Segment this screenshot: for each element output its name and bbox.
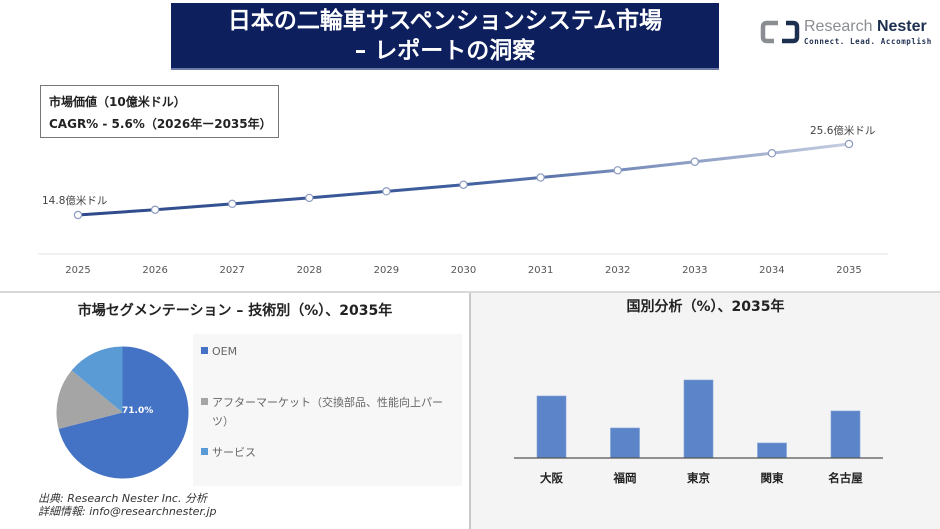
- legend-swatch-icon: [201, 347, 208, 354]
- pie-chart-canvas: [56, 346, 189, 479]
- x-tick-label: 2034: [759, 265, 784, 276]
- data-point: [382, 187, 391, 196]
- page-title-line2: – レポートの洞察: [354, 38, 536, 64]
- source-text: 出典: Research Nester Inc. 分析: [38, 492, 207, 505]
- x-tick-label: 2026: [142, 265, 167, 276]
- bar: [683, 379, 714, 459]
- contact-text: 詳細情報: info@researchnester.jp: [38, 505, 217, 518]
- x-tick-label: 2028: [297, 265, 322, 276]
- bar: [757, 442, 787, 459]
- start-value-annotation: 14.8億米ドル: [42, 194, 107, 207]
- market-value-line-chart: 2025 2026 2027 2028 2029 2030 2031 2032 2033 2034…: [0, 110, 940, 285]
- page-title-line1: 日本の二輪車サスペンションシステム市場: [227, 8, 663, 34]
- legend-swatch-icon: [201, 398, 208, 405]
- research-nester-logo: Research Nester Connect. Lead. Accomplis…: [760, 18, 932, 48]
- bar: [610, 427, 640, 459]
- data-point: [305, 193, 314, 203]
- data-point: [227, 199, 237, 209]
- market-value-label: 市場価値（10億米ドル）: [49, 95, 186, 109]
- vertical-divider: [469, 293, 471, 529]
- bar-category-label: 東京: [687, 471, 710, 485]
- x-tick-label: 2030: [451, 265, 476, 276]
- bar-category-label: 大阪: [540, 471, 563, 485]
- legend-label: サービス: [212, 446, 256, 459]
- country-bar-chart: 大阪 福岡 東京 関東 名古屋: [500, 360, 900, 490]
- x-tick-label: 2029: [374, 265, 399, 276]
- pie-slice: [71, 346, 123, 413]
- bar: [536, 395, 567, 459]
- x-tick-label: 2027: [219, 265, 244, 276]
- x-tick-label: 2035: [836, 265, 861, 276]
- data-point: [536, 173, 545, 182]
- x-tick-label: 2025: [65, 265, 90, 276]
- logo-brand-nester: Nester: [876, 18, 927, 35]
- x-tick-label: 2031: [528, 265, 553, 276]
- source-footer: 出典: Research Nester Inc. 分析 詳細情報: info@r…: [38, 492, 217, 518]
- legend-item-service: サービス: [201, 443, 256, 462]
- legend-label: OEM: [212, 345, 238, 358]
- cagr-label: CAGR% - 5.6%（2026年ー2035年）: [49, 117, 272, 131]
- x-tick-label: 2032: [605, 265, 630, 276]
- title-banner: 日本の二輪車サスペンションシステム市場 – レポートの洞察: [171, 3, 719, 70]
- line-chart-canvas: 2025 2026 2027 2028 2029 2030 2031 2032 2033 2034…: [38, 124, 888, 276]
- legend-swatch-icon: [201, 448, 208, 455]
- data-point: [150, 205, 160, 214]
- pie-oem-percentage: 71.0%: [122, 406, 154, 416]
- segmentation-title: 市場セグメンテーション – 技術別（%）、2035年: [77, 303, 393, 319]
- data-point: [767, 149, 777, 158]
- bar-category-label: 関東: [761, 471, 784, 485]
- logo-brand-research: Research: [804, 18, 873, 35]
- data-point: [613, 166, 622, 175]
- data-point: [459, 180, 468, 189]
- end-value-annotation: 25.6億米ドル: [810, 124, 875, 137]
- legend-item-oem: OEM: [201, 342, 237, 361]
- data-point: [73, 210, 83, 220]
- pie-legend: OEM アフターマーケット（交換部品、性能向上パー ツ） サービス: [193, 334, 462, 486]
- market-info-box: 市場価値（10億米ドル） CAGR% - 5.6%（2026年ー2035年）: [40, 85, 279, 138]
- bar: [830, 410, 861, 459]
- bar-category-label: 福岡: [613, 471, 637, 485]
- bar-chart-canvas: 大阪 福岡 東京 関東 名古屋: [514, 379, 883, 485]
- legend-label: アフターマーケット（交換部品、性能向上パー: [212, 396, 443, 409]
- pie-slice: [58, 346, 189, 479]
- research-nester-logo-icon: [760, 20, 800, 44]
- geography-title: 国別分析（%）、2035年: [626, 299, 785, 315]
- legend-item-aftermarket: アフターマーケット（交換部品、性能向上パー ツ）: [201, 393, 443, 431]
- logo-tagline: Connect. Lead. Accomplish: [804, 37, 932, 46]
- technology-pie-chart: [55, 345, 190, 480]
- logo-brand: Research Nester: [804, 18, 927, 36]
- data-point: [844, 139, 854, 149]
- bar-category-label: 名古屋: [828, 471, 863, 485]
- data-point: [690, 157, 700, 166]
- horizontal-divider: [0, 291, 940, 293]
- legend-label-continued: ツ）: [212, 415, 234, 428]
- x-tick-label: 2033: [682, 265, 707, 276]
- pie-slice: [56, 370, 123, 429]
